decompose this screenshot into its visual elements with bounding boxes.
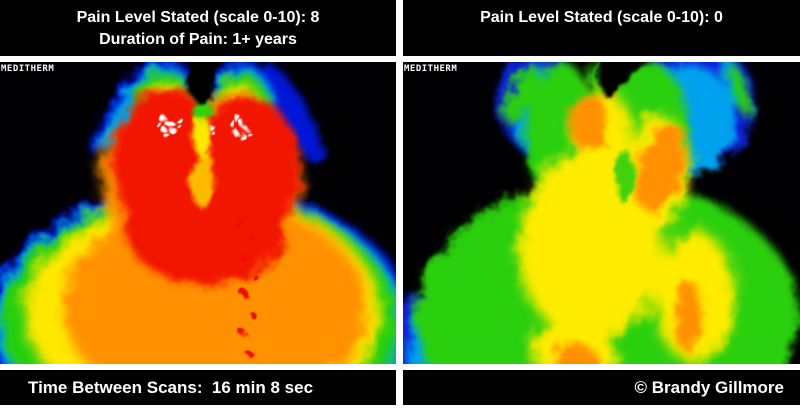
vertical-panel-divider [396,0,403,409]
right-pain-level-text: Pain Level Stated (scale 0-10): 0 [480,9,723,26]
right-thermal-image: MEDITHERM [403,62,800,364]
left-thermal-image: MEDITHERM [0,62,396,364]
time-between-scans-text: Time Between Scans: 16 min 8 sec [28,377,314,397]
copyright-text: © Brandy Gillmore [634,377,784,397]
horizontal-divider-bottom [0,364,800,370]
left-duration-text: Duration of Pain: 1+ years [99,31,297,48]
meditherm-watermark-left: MEDITHERM [1,64,55,74]
right-header-bar: Pain Level Stated (scale 0-10): 0 [403,0,800,56]
right-footer-bar: © Brandy Gillmore [403,370,800,405]
right-thermal-scan-graphic [403,62,800,364]
left-footer-bar: Time Between Scans: 16 min 8 sec [0,370,396,405]
left-header-bar: Pain Level Stated (scale 0-10): 8 Durati… [0,0,396,56]
meditherm-watermark-right: MEDITHERM [404,64,458,74]
left-thermal-scan-graphic [0,62,396,364]
left-pain-level-text: Pain Level Stated (scale 0-10): 8 [76,9,320,26]
bottom-border [0,405,800,409]
horizontal-divider-top [0,56,800,62]
